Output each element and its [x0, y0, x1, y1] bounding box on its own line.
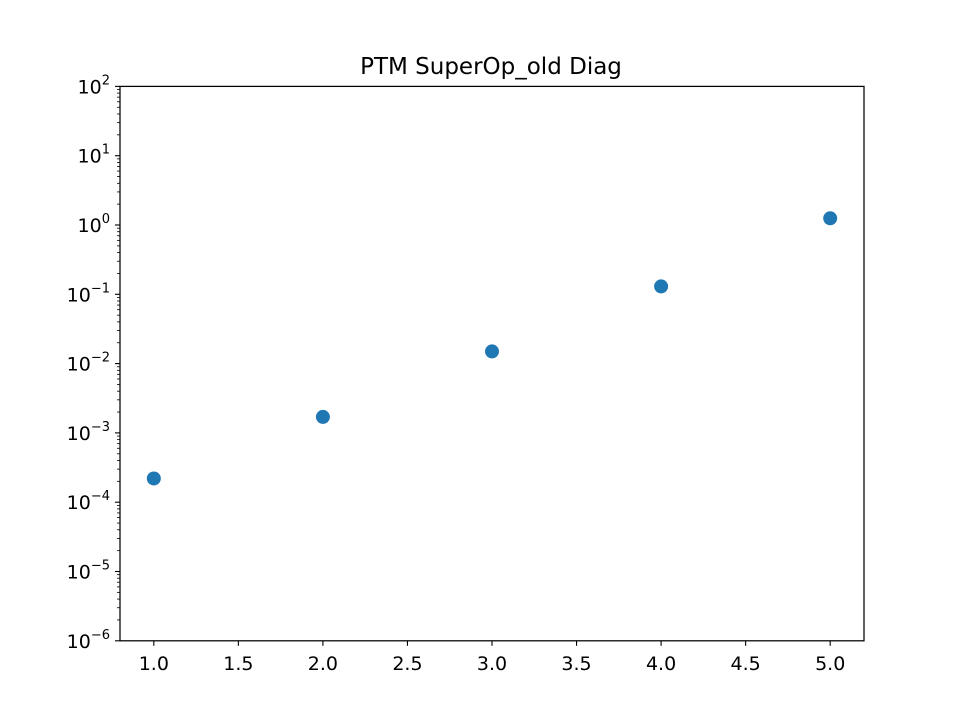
y-tick-label: 101 — [78, 143, 110, 168]
points-layer — [146, 211, 838, 486]
x-tick-label: 3.0 — [477, 653, 507, 675]
plot-area-frame — [119, 85, 865, 642]
data-point — [654, 279, 669, 294]
x-tick-label: 3.5 — [561, 653, 591, 675]
y-tick-label: 10−6 — [67, 628, 110, 653]
y-tick-label: 102 — [78, 73, 110, 98]
data-point — [146, 471, 161, 486]
x-tick-label: 1.5 — [223, 653, 253, 675]
x-tick-label: 4.0 — [646, 653, 676, 675]
y-tick-label: 10−3 — [67, 420, 110, 445]
chart-title: PTM SuperOp_old Diag — [360, 54, 622, 80]
x-tick-label: 4.5 — [731, 653, 761, 675]
x-tick-label: 1.0 — [139, 653, 169, 675]
x-tick-label: 2.5 — [392, 653, 422, 675]
y-tick-label: 10−4 — [67, 489, 110, 514]
y-tick-label: 10−1 — [67, 281, 110, 306]
y-tick-label: 10−5 — [67, 559, 110, 584]
x-tick-label: 2.0 — [308, 653, 338, 675]
y-tick-label: 10−2 — [67, 351, 110, 376]
data-point — [315, 409, 330, 424]
data-point — [823, 211, 838, 226]
y-tick-label: 100 — [78, 212, 110, 237]
x-tick-label: 5.0 — [815, 653, 845, 675]
data-point — [485, 344, 499, 359]
ticks-layer: 1.0 1.5 2.0 2.5 3.0 3.5 4.0 4.5 5.0 10−6 10−5 10−4 1… — [67, 73, 846, 674]
